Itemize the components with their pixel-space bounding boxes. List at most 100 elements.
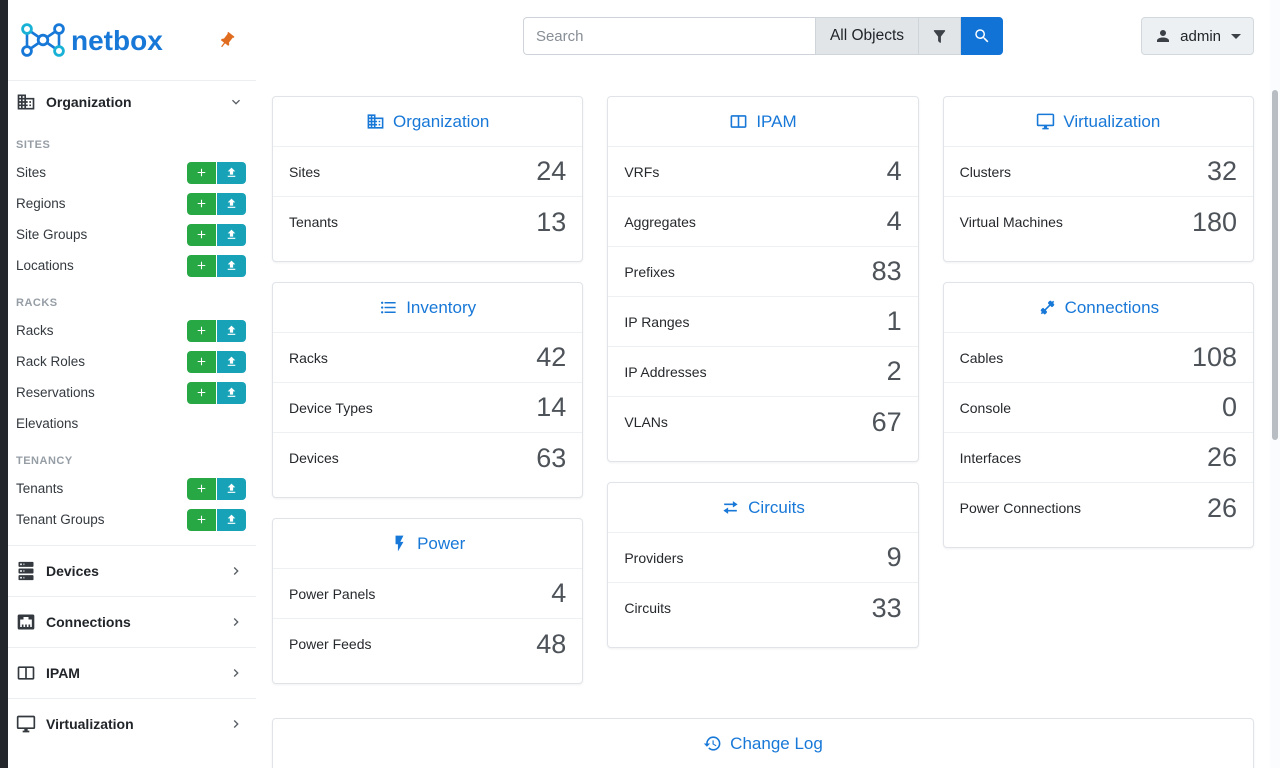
stat-row: Providers 9: [608, 533, 918, 583]
add-button[interactable]: [187, 350, 216, 373]
stat-value[interactable]: 13: [536, 206, 567, 237]
upload-icon: [227, 387, 236, 397]
import-button[interactable]: [217, 477, 246, 500]
stat-value[interactable]: 14: [536, 392, 567, 422]
stat-label: Interfaces: [959, 449, 1022, 466]
tenants-link[interactable]: Tenants: [16, 481, 64, 496]
user-menu-button[interactable]: admin: [1141, 17, 1254, 55]
add-button[interactable]: [187, 508, 216, 531]
stat-value[interactable]: 48: [536, 628, 567, 659]
tenant-groups-link[interactable]: Tenant Groups: [16, 512, 105, 527]
reservations-link[interactable]: Reservations: [16, 385, 95, 400]
card-header: Power: [273, 519, 583, 569]
funnel-icon: [933, 29, 946, 43]
search-submit-button[interactable]: [961, 17, 1004, 55]
stat-label: Power Feeds: [289, 636, 372, 652]
filter-button[interactable]: [919, 17, 962, 55]
add-button[interactable]: [187, 477, 216, 500]
item-actions: [187, 477, 246, 500]
import-button[interactable]: [217, 192, 246, 215]
stat-label: Device Types: [289, 399, 373, 416]
sidebar-item-ipam[interactable]: IPAM: [8, 648, 256, 698]
card-title: Organization: [392, 111, 490, 131]
plus-icon: [197, 230, 206, 239]
add-button[interactable]: [187, 381, 216, 404]
add-button[interactable]: [187, 254, 216, 277]
stat-value[interactable]: 4: [886, 156, 902, 186]
stat-label: Sites: [289, 163, 321, 180]
stat-value[interactable]: 26: [1206, 492, 1237, 523]
search-group: All Objects: [522, 17, 1004, 55]
elevations-link[interactable]: Elevations: [16, 416, 79, 431]
item-actions: [187, 192, 246, 215]
stat-value[interactable]: 26: [1206, 442, 1237, 472]
netbox-logo[interactable]: netbox: [16, 19, 174, 61]
brand-text: netbox: [71, 25, 163, 56]
add-button[interactable]: [187, 319, 216, 342]
building-icon: [17, 94, 35, 110]
chevron-down-icon: [232, 99, 240, 105]
plus-icon: [197, 261, 206, 270]
stat-value[interactable]: 108: [1191, 342, 1237, 372]
search-scope-button[interactable]: All Objects: [814, 17, 920, 55]
racks-link[interactable]: Racks: [16, 323, 54, 338]
upload-icon: [227, 514, 236, 524]
stat-value[interactable]: 32: [1206, 156, 1237, 186]
sites-link[interactable]: Sites: [16, 165, 47, 180]
import-button[interactable]: [217, 508, 246, 531]
sidebar-item-tenants: Tenants: [8, 473, 256, 504]
card-title: Power: [417, 533, 466, 553]
sidebar-pin-button[interactable]: [215, 29, 238, 52]
stat-value[interactable]: 2: [886, 356, 902, 386]
import-button[interactable]: [217, 223, 246, 246]
stat-value[interactable]: 180: [1191, 206, 1237, 237]
add-button[interactable]: [187, 161, 216, 184]
stat-value[interactable]: 42: [536, 342, 567, 372]
counter-grid-icon: [17, 666, 35, 680]
card-header: Virtualization: [943, 97, 1253, 147]
upload-icon: [227, 167, 236, 177]
import-button[interactable]: [217, 254, 246, 277]
sidebar-item-virtualization[interactable]: Virtualization: [8, 699, 256, 749]
stat-value[interactable]: 24: [536, 156, 567, 186]
import-button[interactable]: [217, 350, 246, 373]
stat-value[interactable]: 1: [886, 306, 902, 336]
sidebar-item-connections[interactable]: Connections: [8, 597, 256, 647]
page-scrollbar[interactable]: [1270, 0, 1280, 768]
stat-row: Aggregates 4: [608, 197, 918, 247]
stat-value[interactable]: 4: [551, 578, 567, 608]
topbar: All Objects admin: [256, 0, 1270, 72]
stat-value[interactable]: 33: [871, 592, 902, 623]
card-header: IPAM: [608, 97, 918, 147]
add-button[interactable]: [187, 192, 216, 215]
site-groups-link[interactable]: Site Groups: [16, 227, 88, 242]
sidebar-item-organization[interactable]: Organization: [8, 81, 256, 123]
stat-value[interactable]: 4: [886, 206, 902, 236]
import-button[interactable]: [217, 161, 246, 184]
import-button[interactable]: [217, 319, 246, 342]
scrollbar-thumb[interactable]: [1272, 90, 1278, 440]
monitor-icon: [1037, 113, 1055, 130]
import-button[interactable]: [217, 381, 246, 404]
nav-group-label: Connections: [46, 614, 131, 630]
add-button[interactable]: [187, 223, 216, 246]
inventory-card: Inventory Racks 42 Device Types 14 Devic…: [272, 282, 584, 498]
stat-value[interactable]: 67: [871, 406, 902, 437]
card-title: Virtualization: [1063, 111, 1161, 131]
stat-label: Providers: [624, 549, 684, 566]
stat-value[interactable]: 9: [886, 542, 902, 572]
regions-link[interactable]: Regions: [16, 196, 66, 211]
item-actions: [187, 319, 246, 342]
stat-label: Virtual Machines: [959, 214, 1063, 230]
card-title: Connections: [1064, 297, 1160, 317]
rack-roles-link[interactable]: Rack Roles: [16, 354, 86, 369]
stat-value[interactable]: 0: [1221, 392, 1237, 422]
virtualization-card: Virtualization Clusters 32 Virtual Machi…: [942, 96, 1254, 262]
stat-value[interactable]: 83: [871, 256, 902, 286]
stat-label: Console: [959, 399, 1012, 416]
stat-value[interactable]: 63: [536, 442, 567, 473]
search-input[interactable]: [522, 17, 815, 55]
locations-link[interactable]: Locations: [16, 258, 74, 273]
sidebar-item-devices[interactable]: Devices: [8, 546, 256, 596]
plus-icon: [197, 326, 206, 335]
